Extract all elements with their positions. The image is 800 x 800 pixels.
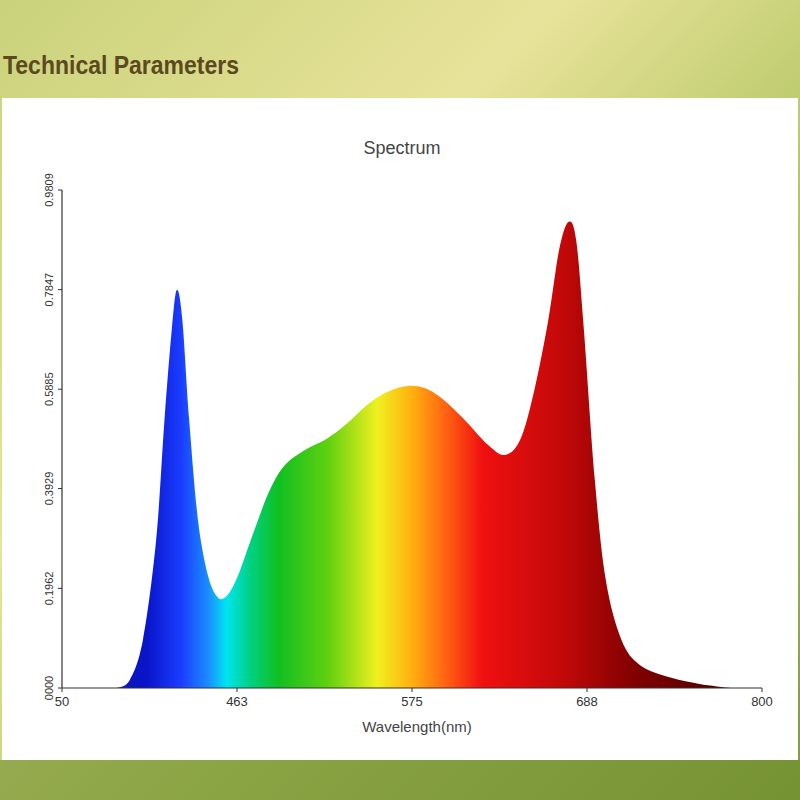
- x-tick: [762, 688, 763, 692]
- background: [0, 0, 800, 800]
- chart-title: Spectrum: [363, 138, 440, 158]
- background-foliage: [0, 760, 800, 800]
- x-axis-title: Wavelength(nm): [362, 718, 471, 735]
- x-tick-label: 688: [576, 694, 598, 709]
- y-tick: [58, 190, 62, 191]
- x-tick: [587, 688, 588, 692]
- x-tick-label: 800: [751, 694, 773, 709]
- x-tick: [62, 688, 63, 692]
- y-tick-label: 0.1962: [43, 572, 55, 606]
- x-tick: [237, 688, 238, 692]
- x-tick: [412, 688, 413, 692]
- page: Technical Parameters Spectrum 0000 0.1962 0.…: [0, 0, 800, 800]
- y-tick-label: 0.9809: [43, 173, 55, 207]
- plot-area: [117, 221, 731, 688]
- y-tick-label: 0.3929: [43, 472, 55, 506]
- y-tick: [58, 389, 62, 390]
- y-tick-label: 0.7847: [43, 273, 55, 307]
- chart-panel: [2, 98, 798, 760]
- y-tick: [58, 488, 62, 489]
- heading: Technical Parameters: [3, 51, 239, 79]
- y-tick: [58, 688, 62, 689]
- spectrum-area: [117, 221, 731, 688]
- y-axis-line: [61, 190, 62, 688]
- y-tick: [58, 289, 62, 290]
- y-tick: [58, 588, 62, 589]
- y-tick-label: 0000: [43, 676, 55, 700]
- x-tick-label: 575: [401, 694, 423, 709]
- x-tick-label: 50: [55, 694, 69, 709]
- y-tick-label: 0.5885: [43, 372, 55, 406]
- x-tick-label: 463: [226, 694, 248, 709]
